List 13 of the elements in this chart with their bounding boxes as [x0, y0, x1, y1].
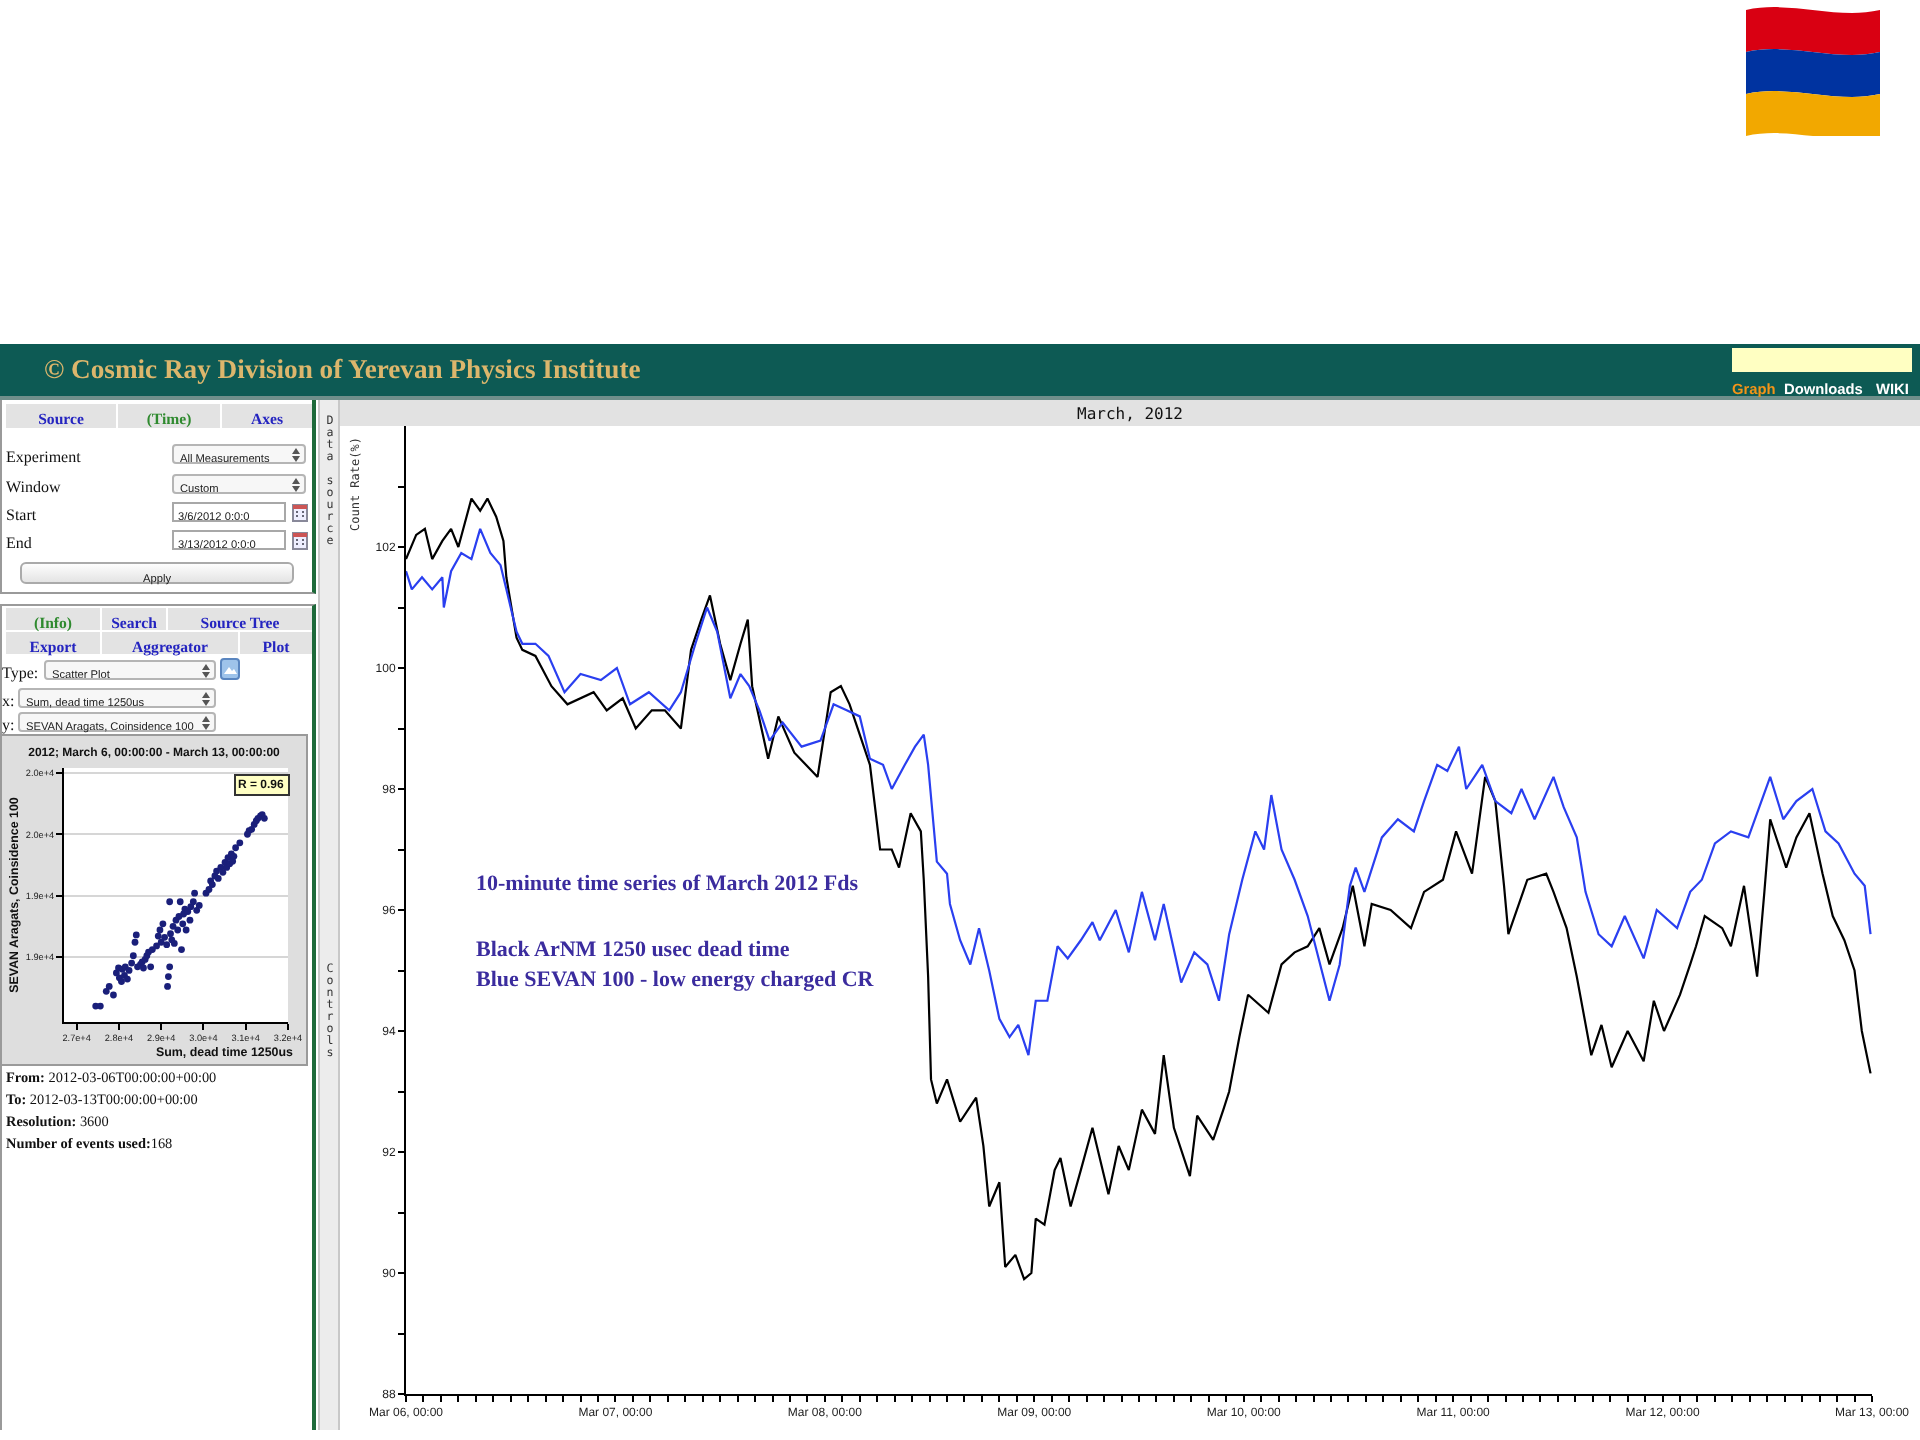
text: x: — [2, 692, 15, 710]
text: © Cosmic Ray Division of Yerevan Physics Institute — [44, 354, 641, 384]
annotation: 10-minute time series of March 2012 Fds — [476, 872, 860, 896]
text: Experiment — [6, 448, 81, 466]
text: Start — [6, 506, 37, 524]
text: Type: — [2, 664, 39, 682]
text: Window — [6, 478, 61, 496]
text: End — [6, 534, 32, 552]
annotation: Blue SEVAN 100 - low energy charged CR — [476, 968, 876, 992]
text: y: — [2, 716, 15, 734]
line-series — [406, 527, 1872, 1057]
annotation: Black ArNM 1250 usec dead time — [476, 938, 790, 962]
chart-title: March, 2012 — [1077, 404, 1184, 423]
